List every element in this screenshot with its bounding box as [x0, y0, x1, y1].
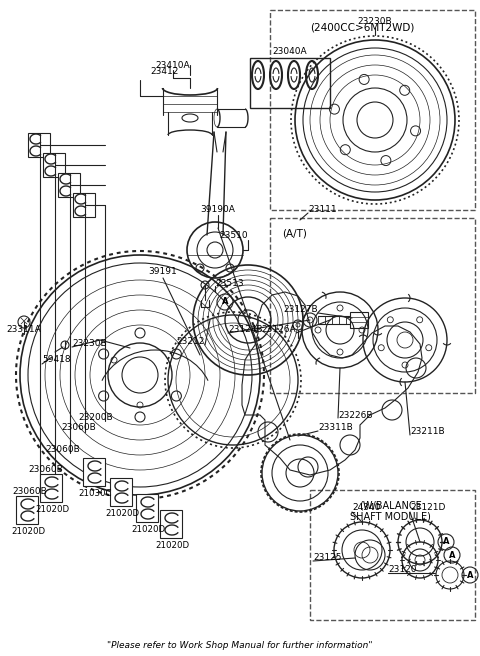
- Text: 23120: 23120: [388, 565, 417, 575]
- Text: 23510: 23510: [219, 232, 248, 241]
- Text: 23226B: 23226B: [338, 411, 372, 419]
- Text: 23060B: 23060B: [28, 466, 63, 474]
- Text: 39190A: 39190A: [201, 205, 235, 215]
- Text: 23126A: 23126A: [261, 325, 296, 335]
- Text: A: A: [443, 537, 449, 546]
- Text: 23125: 23125: [313, 554, 341, 562]
- Text: "Please refer to Work Shop Manual for further information": "Please refer to Work Shop Manual for fu…: [107, 640, 373, 649]
- Text: (2400CC>6MT2WD): (2400CC>6MT2WD): [310, 22, 414, 32]
- FancyBboxPatch shape: [83, 458, 105, 486]
- Text: 21020D: 21020D: [11, 527, 45, 537]
- Text: 23060B: 23060B: [61, 424, 96, 432]
- Text: 21020D: 21020D: [131, 525, 165, 535]
- FancyBboxPatch shape: [58, 173, 80, 197]
- FancyBboxPatch shape: [43, 153, 65, 177]
- Text: 23124B: 23124B: [228, 325, 263, 335]
- Text: 59418: 59418: [42, 356, 71, 365]
- FancyBboxPatch shape: [73, 193, 95, 217]
- Text: (A/T): (A/T): [282, 228, 307, 238]
- Text: 23121D: 23121D: [410, 504, 445, 512]
- FancyBboxPatch shape: [40, 474, 62, 502]
- Text: 23111: 23111: [308, 205, 336, 215]
- Text: 23513: 23513: [215, 279, 244, 287]
- Text: (W/BALANCE
SHAFT MODULE): (W/BALANCE SHAFT MODULE): [349, 500, 431, 522]
- Text: 23311B: 23311B: [318, 424, 353, 432]
- Text: A: A: [222, 298, 228, 306]
- Polygon shape: [242, 292, 422, 475]
- Text: 21020D: 21020D: [35, 506, 69, 514]
- Text: 23230B: 23230B: [72, 340, 107, 348]
- Text: 39191: 39191: [149, 268, 178, 276]
- Text: 21020D: 21020D: [155, 541, 189, 550]
- Text: 23311A: 23311A: [6, 325, 41, 335]
- Text: 23230B: 23230B: [358, 18, 392, 26]
- FancyBboxPatch shape: [160, 510, 182, 538]
- Text: A: A: [467, 571, 473, 579]
- Text: 23212: 23212: [177, 337, 205, 346]
- Text: 23410A: 23410A: [156, 60, 190, 70]
- Text: 21020D: 21020D: [105, 510, 139, 518]
- FancyBboxPatch shape: [28, 133, 50, 157]
- Text: 23127B: 23127B: [283, 306, 318, 314]
- Text: 21030C: 21030C: [78, 489, 112, 499]
- Text: 23211B: 23211B: [410, 428, 444, 436]
- FancyBboxPatch shape: [16, 496, 38, 524]
- Text: A: A: [449, 550, 455, 560]
- Text: 23412: 23412: [150, 68, 179, 77]
- Text: 23060B: 23060B: [45, 445, 80, 453]
- Text: 24340: 24340: [352, 504, 380, 512]
- Text: 23060B: 23060B: [12, 487, 47, 497]
- FancyBboxPatch shape: [136, 494, 158, 522]
- Text: 23200B: 23200B: [78, 413, 113, 422]
- FancyBboxPatch shape: [110, 478, 132, 506]
- Text: 23040A: 23040A: [273, 47, 307, 56]
